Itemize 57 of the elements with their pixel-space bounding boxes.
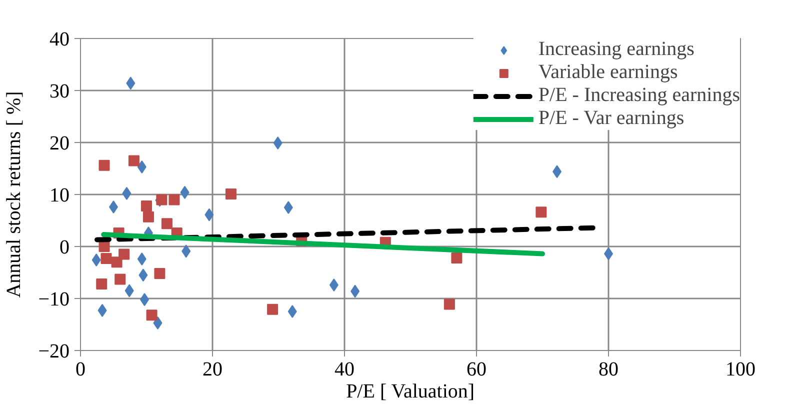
point	[204, 208, 214, 222]
point	[168, 194, 180, 206]
point	[225, 188, 236, 200]
point	[273, 136, 282, 150]
point	[142, 211, 154, 222]
point	[180, 186, 190, 199]
x-tick-label: 60	[466, 358, 486, 380]
y-tick-label: 40	[50, 28, 70, 50]
point	[124, 284, 134, 298]
y-tick-label: 10	[50, 184, 70, 206]
point	[182, 244, 191, 258]
point	[122, 186, 132, 200]
y-tick-label: −10	[38, 288, 70, 310]
point	[96, 278, 108, 290]
point	[141, 200, 152, 212]
point	[140, 293, 150, 306]
point	[161, 218, 172, 230]
point	[114, 274, 126, 285]
legend-label: Variable earnings	[538, 61, 678, 84]
point	[154, 268, 166, 280]
point	[451, 252, 462, 264]
point	[552, 165, 562, 178]
point	[146, 310, 158, 321]
point	[444, 298, 455, 310]
legend-label: P/E - Increasing earnings	[538, 84, 740, 107]
x-tick-label: 80	[598, 358, 618, 380]
point	[128, 155, 140, 166]
point	[137, 160, 146, 174]
point	[100, 252, 112, 264]
y-tick-label: −20	[38, 340, 70, 362]
legend-label: Increasing earnings	[538, 38, 694, 61]
point	[288, 305, 297, 318]
y-tick-label: 30	[50, 80, 70, 102]
legend-label: P/E - Var earnings	[538, 107, 684, 130]
point	[350, 284, 360, 298]
y-axis-title: Annual stock returns [ %]	[3, 91, 26, 298]
point	[153, 316, 162, 330]
y-tick-label: 0	[60, 236, 70, 258]
point	[137, 252, 146, 266]
point	[536, 206, 547, 218]
y-tick-label: 20	[50, 132, 70, 154]
x-tick-label: 100	[726, 358, 756, 380]
x-tick-label: 0	[76, 358, 86, 380]
point	[92, 254, 101, 267]
point	[329, 278, 338, 292]
point	[156, 194, 168, 206]
point	[98, 304, 107, 317]
point	[138, 268, 148, 282]
point	[118, 248, 130, 260]
point	[284, 201, 293, 214]
x-tick-label: 20	[202, 358, 222, 380]
x-axis-title: P/E [ Valuation]	[346, 380, 475, 402]
point	[267, 304, 278, 315]
point	[98, 160, 110, 171]
point	[98, 241, 110, 252]
x-tick-label: 40	[334, 358, 354, 380]
point	[126, 76, 136, 90]
